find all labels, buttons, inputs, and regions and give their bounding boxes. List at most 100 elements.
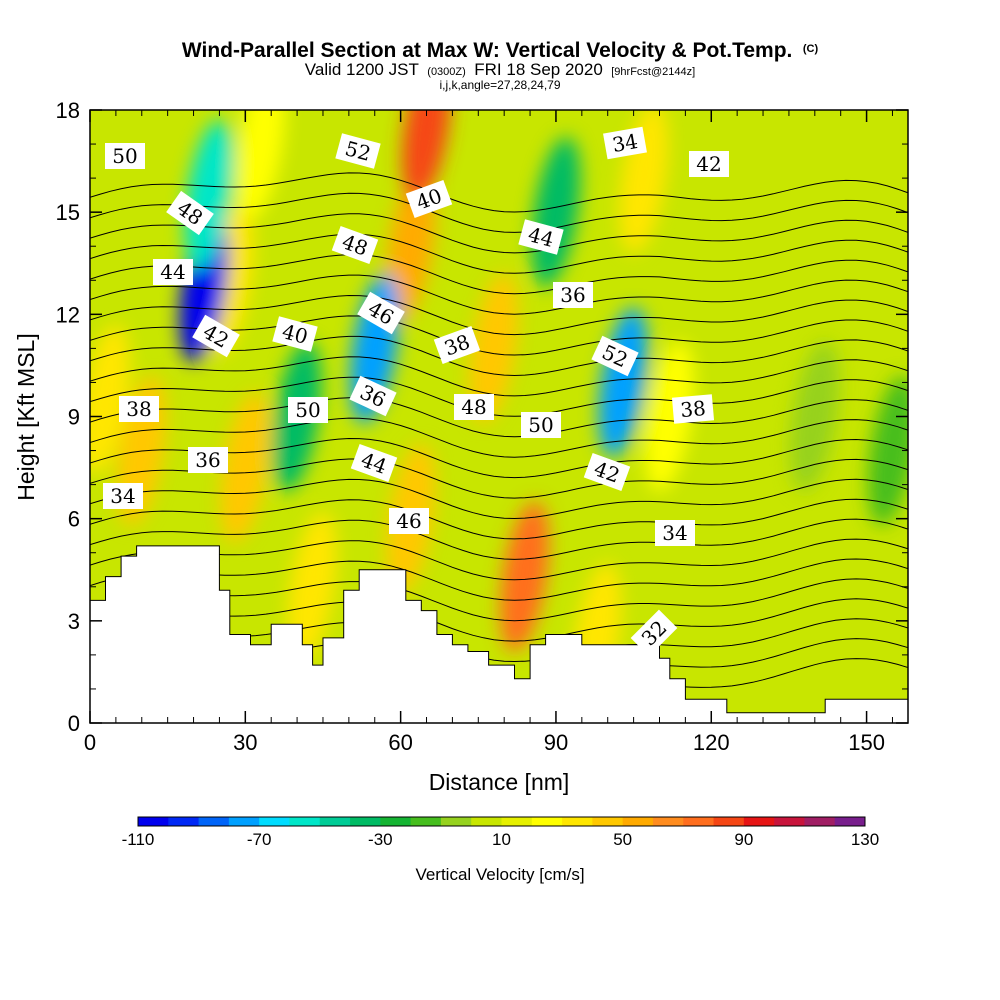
svg-text:46: 46 [396, 509, 421, 533]
colorbar-swatch [410, 817, 442, 826]
svg-text:38: 38 [679, 396, 706, 422]
colorbar-swatch [440, 817, 472, 826]
theta-label-17: 46 [389, 508, 429, 534]
colorbar-swatch [531, 817, 563, 826]
svg-text:50: 50 [295, 398, 320, 422]
svg-text:44: 44 [160, 260, 185, 284]
theta-contour-50 [90, 254, 908, 295]
y-tick-label: 12 [56, 302, 80, 327]
colorbar-swatch [289, 817, 321, 826]
theta-label-25: 38 [671, 394, 715, 424]
colorbar-swatch [592, 817, 624, 826]
updraft-core-2 [220, 392, 270, 543]
svg-text:38: 38 [126, 397, 151, 421]
svg-text:36: 36 [195, 448, 220, 472]
y-tick-label: 3 [68, 609, 80, 634]
colorbar-tick-label: -70 [247, 830, 272, 849]
x-tick-label: 120 [693, 730, 730, 755]
colorbar-swatch [319, 817, 351, 826]
x-axis-label: Distance [nm] [429, 769, 570, 795]
svg-text:34: 34 [662, 521, 687, 545]
colorbar-tick-label: -110 [122, 830, 155, 849]
theta-contour-52 [90, 213, 908, 254]
colorbar-swatch [774, 817, 805, 826]
theta-contour-40 [90, 458, 908, 499]
theta-contour-38 [90, 498, 908, 540]
y-tick-label: 0 [68, 711, 80, 736]
colorbar-swatch [168, 817, 200, 826]
theta-label-7: 52 [335, 133, 381, 169]
svg-text:42: 42 [696, 152, 721, 176]
theta-label-12: 50 [288, 397, 328, 423]
colorbar-swatch [350, 817, 381, 826]
x-tick-label: 30 [233, 730, 257, 755]
colorbar: -110 -70 -30 10 50 90 130 [122, 816, 879, 849]
colorbar-swatch [138, 817, 169, 826]
terrain-mask [90, 545, 908, 723]
colorbar-swatch [713, 817, 745, 826]
theta-label-16: 48 [454, 394, 494, 420]
theta-contour-54 [90, 172, 908, 213]
colorbar-swatch [501, 817, 533, 826]
plot-area: 5048444238363452484640365044403848464436… [90, 110, 908, 723]
colorbar-tick-label: 10 [492, 830, 511, 849]
chart-subtitle-valid: Valid 1200 JST (0300Z) FRI 18 Sep 2020 [… [305, 60, 695, 79]
theta-contour-53 [90, 192, 908, 233]
theta-label-6: 34 [103, 483, 143, 509]
svg-text:36: 36 [560, 283, 585, 307]
x-axis-ticks: 0 30 60 90 120 150 [84, 110, 893, 755]
theta-label-10: 40 [272, 316, 318, 352]
colorbar-swatch [198, 817, 230, 826]
colorbar-swatch [259, 817, 290, 826]
y-tick-label: 9 [68, 405, 80, 430]
colorbar-tick-label: -30 [368, 830, 393, 849]
x-tick-label: 150 [848, 730, 885, 755]
svg-text:34: 34 [110, 484, 135, 508]
theta-contour-36 [90, 538, 908, 581]
colorbar-tick-label: 130 [851, 830, 879, 849]
theta-label-23: 34 [603, 126, 647, 160]
theta-contour-48 [90, 294, 908, 336]
x-tick-label: 90 [544, 730, 568, 755]
theta-contour-44 [90, 376, 908, 417]
chart-subtitle-indices: i,j,k,angle=27,28,24,79 [439, 78, 560, 92]
colorbar-swatch [743, 817, 775, 826]
theta-label-2: 44 [153, 259, 193, 285]
colorbar-swatch [622, 817, 654, 826]
theta-label-5: 36 [188, 447, 228, 473]
x-tick-label: 60 [388, 730, 412, 755]
downdraft-core-7 [790, 341, 839, 492]
theta-label-8: 48 [331, 225, 379, 265]
colorbar-swatch [652, 817, 684, 826]
colorbar-swatch [380, 817, 412, 826]
theta-label-18: 44 [518, 219, 564, 255]
updraft-core-8 [402, 110, 451, 203]
svg-text:34: 34 [610, 129, 639, 157]
svg-text:48: 48 [461, 395, 486, 419]
chart-title: Wind-Parallel Section at Max W: Vertical… [182, 39, 819, 62]
y-axis-label: Height [Kft MSL] [13, 333, 39, 500]
theta-label-21: 50 [521, 412, 561, 438]
updraft-core-0 [90, 324, 130, 475]
theta-label-26: 34 [655, 520, 695, 546]
y-tick-label: 15 [56, 200, 80, 225]
x-tick-label: 0 [84, 730, 96, 755]
colorbar-swatch [471, 817, 502, 826]
theta-contour-49 [90, 274, 908, 315]
theta-label-0: 50 [105, 143, 145, 169]
colorbar-swatch [228, 817, 260, 826]
colorbar-swatch [683, 817, 715, 826]
theta-contour-35 [90, 558, 908, 601]
theta-contour-43 [90, 397, 908, 438]
theta-label-24: 42 [689, 151, 729, 177]
y-tick-label: 18 [56, 98, 80, 123]
colorbar-swatch [804, 817, 836, 826]
theta-contour-51 [90, 233, 908, 274]
theta-contour-37 [90, 518, 908, 560]
colorbar-tick-label: 90 [734, 830, 753, 849]
colorbar-swatch [834, 817, 866, 826]
svg-text:50: 50 [528, 413, 553, 437]
y-tick-label: 6 [68, 507, 80, 532]
